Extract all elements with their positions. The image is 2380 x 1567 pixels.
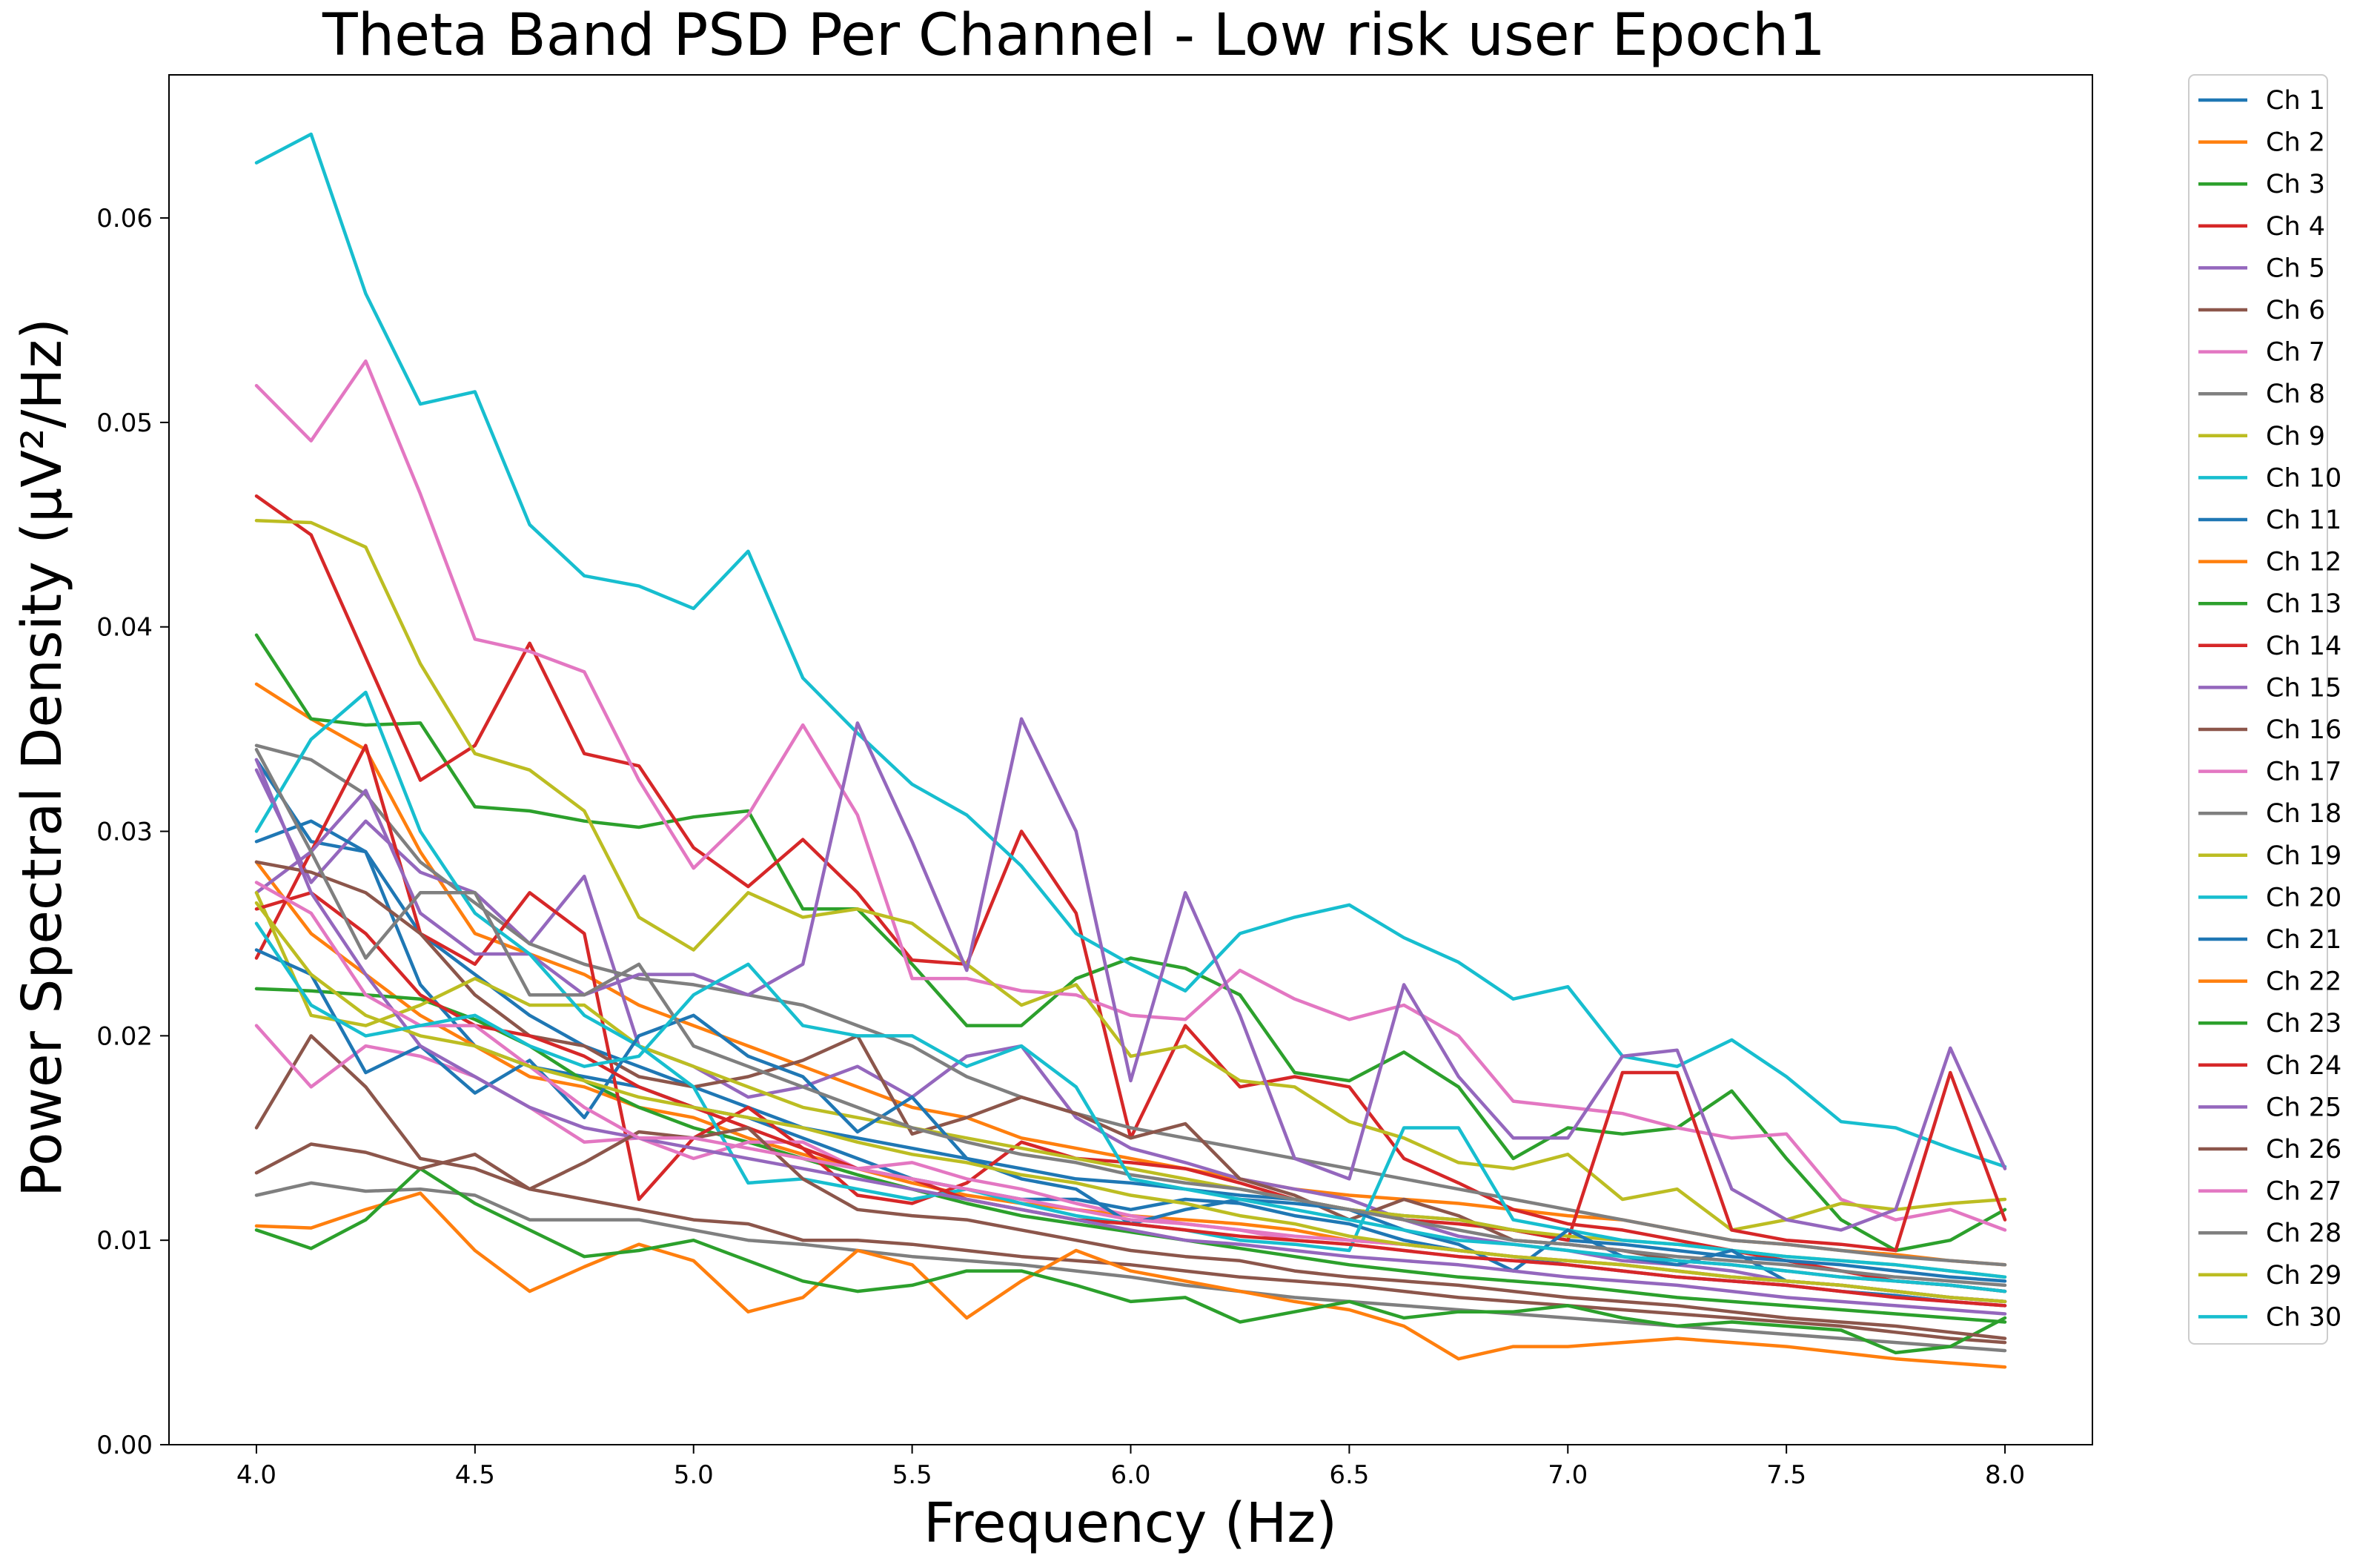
legend-label-ch-27: Ch 27 xyxy=(2266,1177,2341,1207)
series-line-ch-22 xyxy=(254,1191,2007,1369)
x-tick-label: 5.0 xyxy=(674,1460,714,1490)
y-axis-ticks: 0.00 0.01 0.02 0.03 0.04 0.05 0.06 xyxy=(96,204,169,1460)
series-line-ch-18 xyxy=(254,1181,2007,1353)
legend-label-ch-1: Ch 1 xyxy=(2266,86,2325,116)
legend-label-ch-11: Ch 11 xyxy=(2266,506,2341,535)
series-line-ch-23 xyxy=(254,1167,2007,1355)
series-lines xyxy=(254,132,2007,1369)
series-line-ch-7 xyxy=(254,359,2007,1232)
series-line-ch-8 xyxy=(254,743,2007,1267)
series-line-ch-9 xyxy=(254,519,2007,1232)
series-line-ch-24 xyxy=(254,891,2007,1308)
legend-label-ch-14: Ch 14 xyxy=(2266,632,2341,661)
legend-label-ch-9: Ch 9 xyxy=(2266,422,2325,451)
series-line-ch-3 xyxy=(254,633,2007,1253)
y-axis-label: Power Spectral Density (μV²/Hz) xyxy=(10,318,74,1197)
legend-label-ch-29: Ch 29 xyxy=(2266,1261,2341,1291)
legend-label-ch-12: Ch 12 xyxy=(2266,548,2341,577)
legend-label-ch-26: Ch 26 xyxy=(2266,1135,2341,1165)
x-tick-label: 6.0 xyxy=(1110,1460,1150,1490)
series-line-ch-29 xyxy=(254,901,2007,1304)
legend-label-ch-18: Ch 18 xyxy=(2266,799,2341,829)
series-line-ch-28 xyxy=(254,747,2007,1288)
legend-label-ch-21: Ch 21 xyxy=(2266,925,2341,955)
legend-label-ch-24: Ch 24 xyxy=(2266,1051,2341,1081)
legend-label-ch-15: Ch 15 xyxy=(2266,673,2341,703)
legend: Ch 1 Ch 2 Ch 3 Ch 4 Ch 5 Ch 6 Ch 7 Ch 8 Ch 9 Ch 1… xyxy=(2188,74,2341,1345)
y-tick-label: 0.04 xyxy=(96,613,153,643)
legend-label-ch-28: Ch 28 xyxy=(2266,1219,2341,1248)
x-tick-label: 6.5 xyxy=(1329,1460,1369,1490)
x-tick-label: 7.0 xyxy=(1548,1460,1588,1490)
y-tick-label: 0.00 xyxy=(96,1431,153,1460)
legend-label-ch-8: Ch 8 xyxy=(2266,380,2325,409)
series-line-ch-15 xyxy=(254,717,2007,1232)
series-line-ch-25 xyxy=(254,758,2007,1316)
legend-label-ch-19: Ch 19 xyxy=(2266,841,2341,871)
x-tick-label: 7.5 xyxy=(1766,1460,1806,1490)
y-tick-label: 0.03 xyxy=(96,818,153,847)
x-tick-label: 4.0 xyxy=(236,1460,276,1490)
x-tick-label: 8.0 xyxy=(1985,1460,2025,1490)
legend-label-ch-30: Ch 30 xyxy=(2266,1302,2341,1332)
legend-label-ch-22: Ch 22 xyxy=(2266,967,2341,997)
legend-label-ch-23: Ch 23 xyxy=(2266,1009,2341,1038)
legend-label-ch-2: Ch 2 xyxy=(2266,128,2325,158)
series-line-ch-13 xyxy=(254,987,2007,1324)
series-line-ch-10 xyxy=(254,132,2007,1169)
legend-label-ch-4: Ch 4 xyxy=(2266,212,2325,242)
y-tick-label: 0.01 xyxy=(96,1226,153,1256)
x-axis-ticks: 4.0 4.5 5.0 5.5 6.0 6.5 7.0 7.5 8.0 xyxy=(236,1445,2025,1490)
x-tick-label: 4.5 xyxy=(455,1460,495,1490)
legend-label-ch-5: Ch 5 xyxy=(2266,254,2325,283)
chart-title: Theta Band PSD Per Channel - Low risk us… xyxy=(322,2,1826,69)
y-tick-label: 0.06 xyxy=(96,204,153,233)
series-line-ch-6 xyxy=(254,1034,2007,1345)
series-line-ch-5 xyxy=(254,768,2007,1304)
legend-label-ch-16: Ch 16 xyxy=(2266,715,2341,745)
legend-label-ch-3: Ch 3 xyxy=(2266,170,2325,199)
legend-label-ch-10: Ch 10 xyxy=(2266,463,2341,493)
series-line-ch-14 xyxy=(254,743,2007,1253)
legend-label-ch-25: Ch 25 xyxy=(2266,1093,2341,1122)
legend-label-ch-13: Ch 13 xyxy=(2266,589,2341,619)
series-line-ch-30 xyxy=(254,921,2007,1293)
legend-label-ch-20: Ch 20 xyxy=(2266,883,2341,912)
legend-label-ch-6: Ch 6 xyxy=(2266,296,2325,325)
legend-label-ch-7: Ch 7 xyxy=(2266,338,2325,368)
legend-label-ch-17: Ch 17 xyxy=(2266,758,2341,787)
y-tick-label: 0.05 xyxy=(96,408,153,438)
y-tick-label: 0.02 xyxy=(96,1021,153,1051)
series-line-ch-26 xyxy=(254,1126,2007,1340)
x-tick-label: 5.5 xyxy=(892,1460,932,1490)
x-axis-label: Frequency (Hz) xyxy=(924,1491,1337,1555)
